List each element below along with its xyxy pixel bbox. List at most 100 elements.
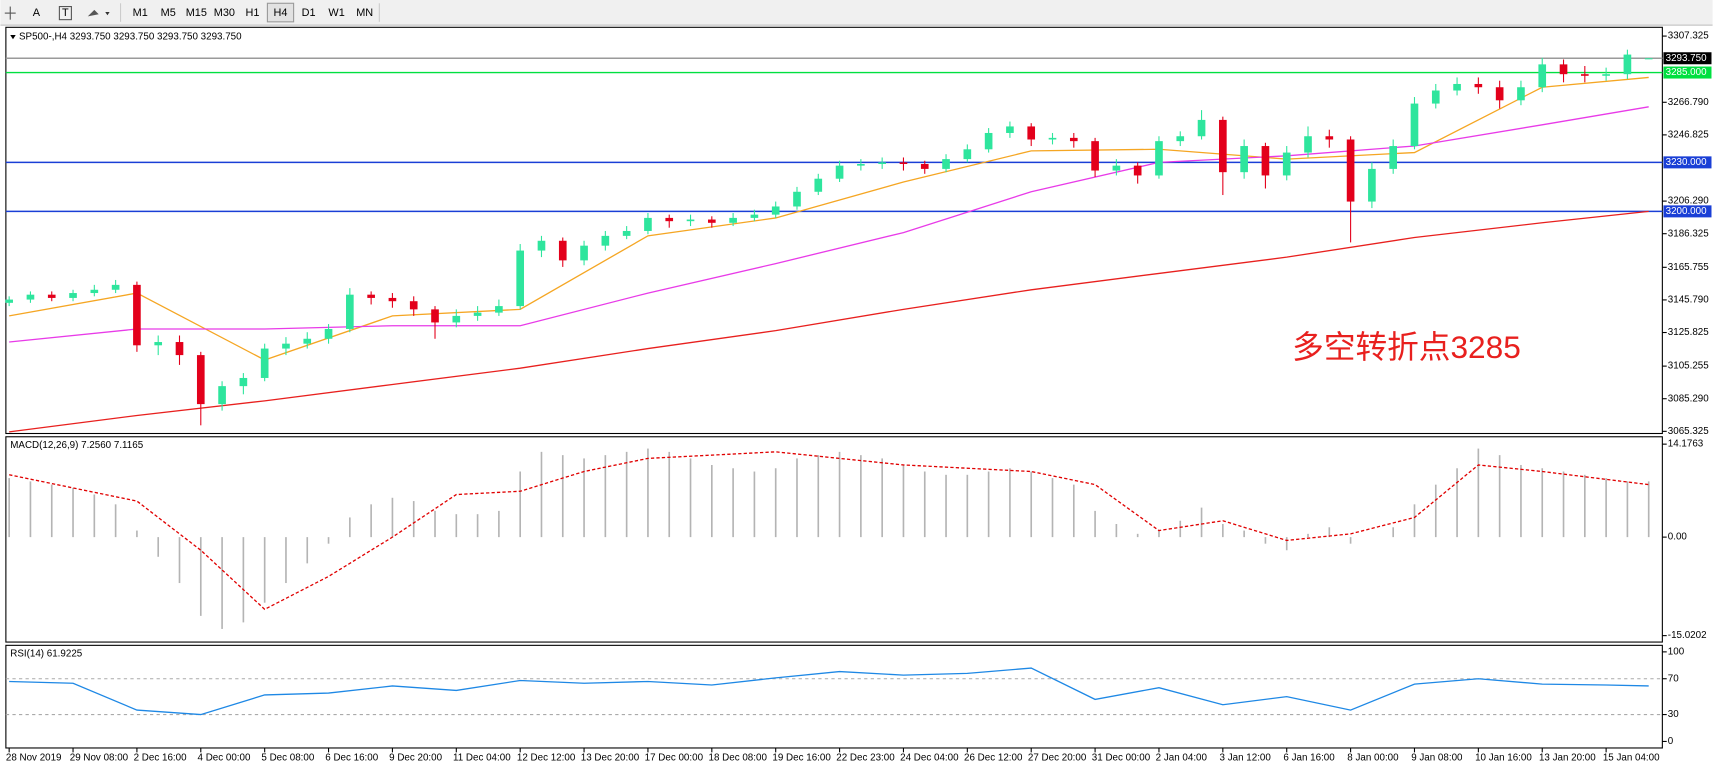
main-pane	[5, 26, 1663, 435]
y-tick-label: 3165.755	[1668, 262, 1709, 273]
candle-body	[218, 386, 226, 405]
timeframe-button[interactable]: M30	[214, 7, 235, 19]
label-tool[interactable]: T	[62, 7, 69, 19]
x-tick-label: 15 Jan 04:00	[1603, 752, 1660, 763]
x-tick-label: 9 Jan 08:00	[1411, 752, 1463, 763]
timeframe-button[interactable]: H4	[274, 7, 288, 19]
candle-body	[1261, 146, 1270, 176]
timeframe-button[interactable]: D1	[302, 7, 316, 19]
candle-body	[196, 355, 205, 405]
y-tick-label: 3065.325	[1668, 426, 1709, 437]
candle-body	[1346, 139, 1355, 202]
x-tick-label: 10 Jan 16:00	[1475, 752, 1532, 763]
y-tick-label: 3105.255	[1668, 361, 1709, 372]
annotation: 多空转折点3285	[1292, 329, 1521, 365]
candle-body	[1325, 136, 1334, 140]
indicator-line	[9, 210, 1649, 433]
candle-body	[1453, 83, 1461, 91]
candle-body	[1410, 103, 1419, 147]
candle-body	[984, 132, 993, 150]
candle-body	[282, 343, 290, 349]
candle-body	[942, 159, 950, 169]
candle-body	[1155, 141, 1163, 176]
objects-tool[interactable]	[87, 9, 110, 17]
candle-body	[1474, 83, 1483, 88]
x-tick-label: 13 Jan 20:00	[1539, 752, 1596, 763]
candle-body	[1133, 165, 1142, 176]
candle-body	[1176, 136, 1185, 142]
candle-body	[1219, 119, 1227, 173]
x-tick-label: 22 Dec 23:00	[836, 752, 895, 763]
candle-body	[175, 342, 184, 356]
candle-body	[835, 165, 844, 179]
candle-body	[303, 338, 312, 344]
price-level-box	[1663, 66, 1712, 79]
candle-body	[133, 284, 141, 346]
timeframe-button[interactable]: MN	[356, 7, 373, 19]
candle-body	[1559, 64, 1568, 75]
text-tool[interactable]: A	[33, 7, 41, 19]
candle-body	[580, 245, 588, 261]
candle-body	[1538, 64, 1547, 88]
candle-body	[495, 306, 503, 313]
candle-body	[920, 164, 929, 169]
candle-body	[558, 240, 567, 261]
x-tick-label: 6 Dec 16:00	[325, 752, 378, 763]
x-tick-label: 31 Dec 00:00	[1092, 752, 1151, 763]
candle-body	[431, 309, 439, 323]
timeframe-button[interactable]: W1	[328, 7, 344, 19]
active-timeframe	[266, 2, 295, 23]
rsi-pane	[5, 644, 1663, 749]
candle-body	[1048, 137, 1057, 140]
candle-body	[1304, 136, 1312, 153]
candle-body	[516, 250, 525, 307]
x-tick-label: 24 Dec 04:00	[900, 752, 959, 763]
candle-body	[814, 178, 823, 192]
candle-body	[601, 235, 610, 246]
candle-body	[26, 294, 35, 300]
candle-body	[729, 217, 737, 223]
x-tick-label: 28 Nov 2019	[6, 752, 62, 763]
candle-body	[1623, 54, 1632, 75]
candle-body	[1282, 152, 1291, 176]
timeframe-button[interactable]: M5	[161, 7, 176, 19]
price-level-label: 3293.750	[1666, 53, 1707, 64]
timeframe-button[interactable]: M15	[186, 7, 207, 19]
x-tick-label: 19 Dec 16:00	[772, 752, 831, 763]
y-tick-label: 100	[1668, 646, 1685, 657]
price-level-label: 3230.000	[1666, 157, 1707, 168]
candle-body	[260, 348, 269, 378]
symbol-arrow	[10, 34, 16, 40]
y-tick-label: 3206.290	[1668, 196, 1709, 207]
candle-body	[1495, 87, 1504, 101]
timeframes: M1 M5 M15 M30 H1 H4 D1 W1 MN	[133, 2, 380, 23]
candle-body	[154, 342, 163, 346]
timeframe-button[interactable]: H1	[245, 7, 259, 19]
x-tick-label: 12 Dec 12:00	[517, 752, 576, 763]
x-tick-label: 2 Dec 16:00	[134, 752, 187, 763]
candle-body	[622, 230, 631, 236]
price-level-box	[1663, 156, 1712, 169]
rsi-title: RSI(14) 61.9225	[10, 649, 83, 660]
price-level-label: 3285.000	[1666, 67, 1707, 78]
candle-body	[473, 312, 482, 316]
price-level-box	[1663, 52, 1712, 65]
candle-body	[665, 217, 674, 222]
y-tick-label: 30	[1668, 709, 1679, 720]
macd-title: MACD(12,26,9) 7.2560 7.1165	[10, 440, 143, 451]
y-tick-label: 3085.290	[1668, 393, 1709, 404]
candle-body	[5, 299, 13, 303]
candle-body	[346, 294, 354, 329]
crosshair-tool[interactable]	[4, 6, 16, 20]
price-level-label: 3200.000	[1666, 206, 1707, 217]
x-tick-label: 5 Dec 08:00	[261, 752, 314, 763]
y-tick-label: 3186.325	[1668, 228, 1709, 239]
candle-body	[686, 219, 695, 222]
candle-body	[1517, 87, 1525, 101]
pane-content: 14.1763 0.00 -15.0202	[8, 439, 1707, 641]
candle-body	[452, 315, 461, 323]
timeframe-button[interactable]: M1	[133, 7, 148, 19]
candle-body	[644, 217, 652, 231]
